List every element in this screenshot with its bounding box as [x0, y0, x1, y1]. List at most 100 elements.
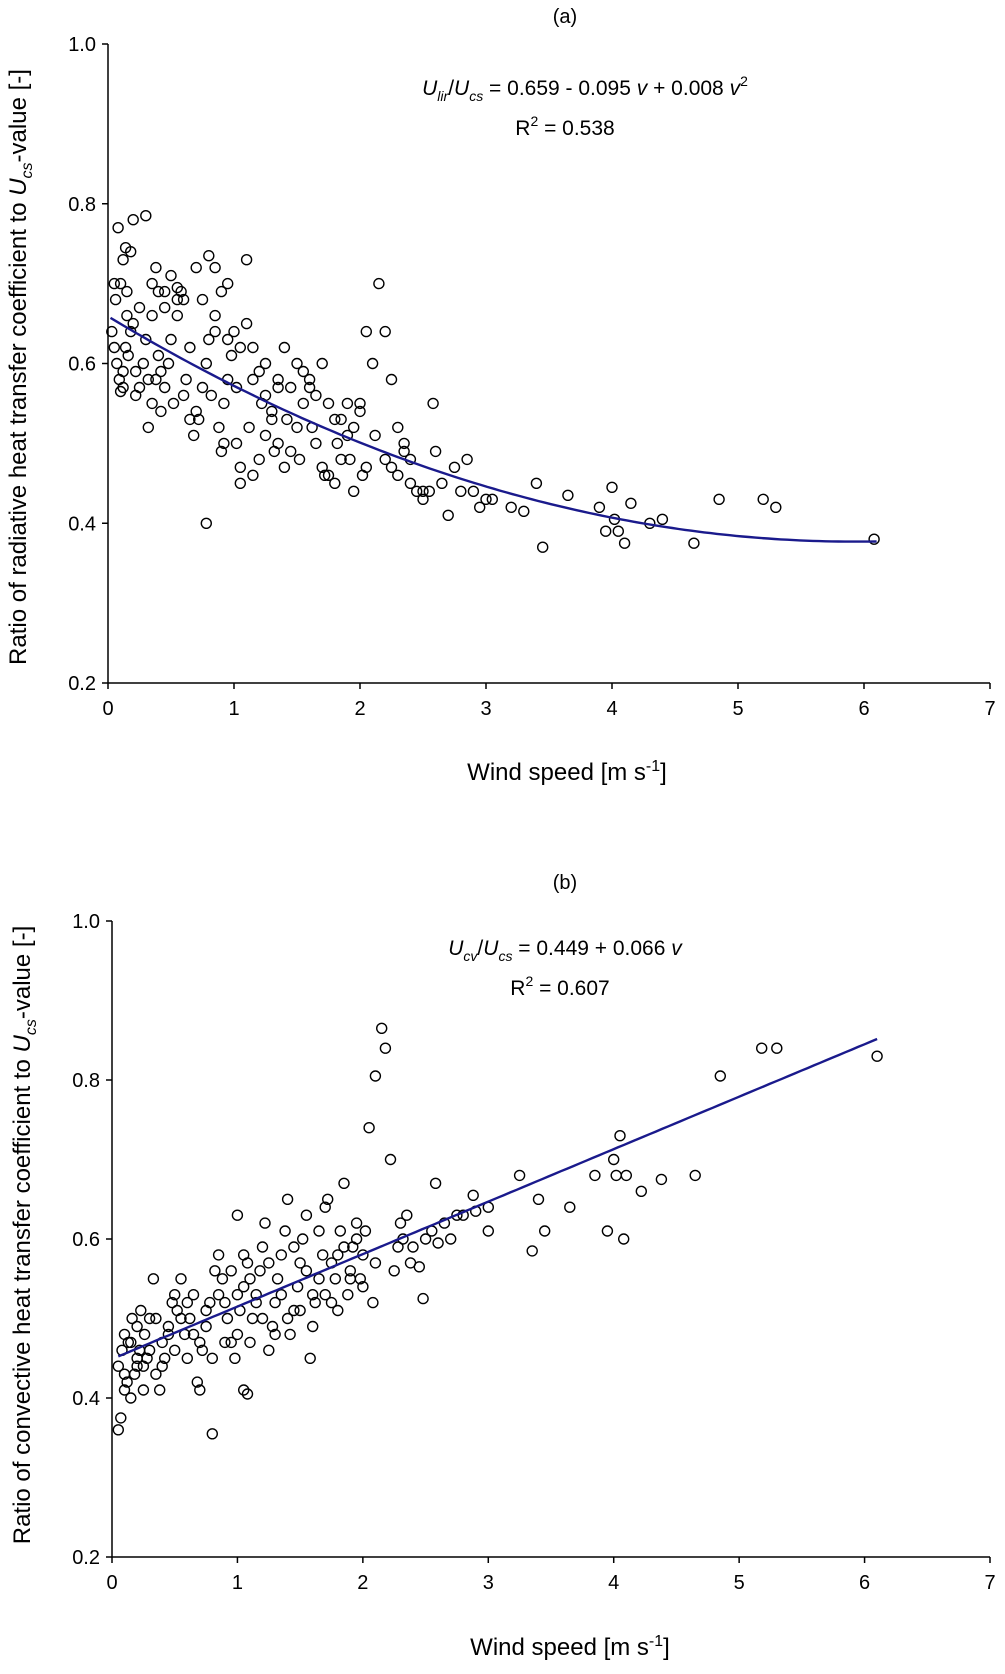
panel-b-data-point — [288, 1304, 300, 1317]
panel-a-data-point — [316, 461, 328, 473]
panel-a-y-tick-label: 0.6 — [68, 354, 96, 376]
panel-a-x-tick-label: 3 — [480, 698, 491, 720]
panel-a-y-tick-label: 0.8 — [68, 194, 96, 216]
panel-b-data-point — [344, 1273, 356, 1285]
panel-b-data-point — [269, 1328, 281, 1341]
panel-a-data-point — [253, 453, 265, 466]
panel-b-data-point — [756, 1042, 768, 1054]
panel-a-data-point — [436, 477, 448, 489]
panel-a-data-point — [369, 429, 381, 442]
panel-b-data-point — [279, 1225, 291, 1237]
panel-a-data-point — [146, 309, 158, 322]
panel-b-data-point — [338, 1241, 350, 1253]
panel-a-data-point — [429, 445, 442, 458]
panel-b-data-point — [334, 1225, 346, 1237]
panel-b-data-point — [175, 1273, 187, 1285]
panel-b-data-point — [281, 1193, 294, 1206]
panel-b-data-point — [121, 1376, 133, 1388]
panel-a-x-tick-label: 6 — [858, 698, 869, 720]
panel-a-data-point — [486, 493, 498, 505]
panel-a-data-point — [122, 349, 134, 362]
panel-b-data-point — [225, 1336, 237, 1349]
panel-b-data-point — [229, 1352, 241, 1365]
panel-a-data-point — [297, 365, 309, 378]
panel-b-data-point — [212, 1249, 225, 1261]
panel-b-data-point — [338, 1177, 350, 1190]
panel-a-data-point — [155, 365, 167, 378]
panel-a-data-point — [335, 453, 347, 466]
panel-a-data-point — [427, 397, 439, 410]
panel-b-data-point — [432, 1237, 444, 1249]
panel-b-data-point — [342, 1288, 354, 1301]
panel-b-data-point — [219, 1296, 231, 1309]
panel-b-data-point — [325, 1296, 338, 1309]
panel-b-x-tick-label: 1 — [232, 1572, 243, 1594]
panel-a-y-tick-label: 0.4 — [68, 513, 96, 535]
panel-a-data-point — [114, 277, 127, 290]
panel-a-data-point — [329, 477, 341, 489]
panel-a-data-point — [180, 373, 192, 386]
panel-b-data-point — [194, 1384, 206, 1396]
panel-b-data-point — [379, 1042, 392, 1054]
panel-a-data-point — [356, 469, 369, 481]
panel-b-data-point — [294, 1304, 306, 1317]
panel-a-data-point — [618, 537, 631, 549]
panel-a-data-point — [142, 421, 155, 434]
panel-b-data-point — [231, 1288, 244, 1301]
panel-a-data-point — [373, 277, 385, 290]
panel-a-data-point — [171, 293, 184, 306]
panel-a-data-point — [225, 349, 238, 362]
panel-a-data-point — [158, 301, 171, 314]
panel-b-data-point — [307, 1320, 319, 1333]
panel-b-data-point — [376, 1022, 388, 1035]
panel-a-data-point — [196, 293, 209, 306]
panel-b-x-tick-label: 5 — [734, 1572, 745, 1594]
panel-a-data-point — [200, 357, 213, 370]
panel-b-y-tick-label: 0.6 — [72, 1229, 100, 1251]
panel-b-data-point — [445, 1233, 457, 1245]
panel-b-data-point — [281, 1312, 294, 1325]
panel-b-data-point — [300, 1265, 313, 1277]
panel-a-data-point — [150, 261, 162, 274]
panel-a-data-point — [411, 485, 423, 497]
panel-a-data-point — [259, 357, 272, 370]
panel-a-data-point — [600, 525, 612, 537]
panel-a-data-point — [291, 357, 303, 370]
panel-a-x-tick-label: 1 — [228, 698, 239, 720]
panel-b-data-point — [610, 1169, 622, 1182]
panel-b-data-point — [369, 1257, 382, 1269]
panel-b-data-point — [231, 1209, 244, 1221]
panel-b-data-point — [191, 1376, 204, 1388]
panel-a-data-point — [322, 469, 335, 481]
panel-a-data-point — [127, 213, 139, 226]
panel-a-data-point — [319, 469, 331, 481]
panel-a-data-point — [140, 209, 152, 222]
panel-b-data-point — [407, 1241, 419, 1253]
panel-b-data-point — [332, 1249, 344, 1261]
panel-b-data-point — [309, 1296, 321, 1309]
panel-b-data-point — [221, 1312, 234, 1325]
panel-a-data-point — [106, 325, 118, 338]
panel-b-data-point — [166, 1296, 178, 1309]
panel-b-y-tick-label: 0.2 — [72, 1547, 100, 1569]
panel-a-data-point — [240, 254, 253, 266]
panel-b-data-point — [275, 1288, 287, 1301]
panel-a-data-point — [518, 505, 530, 517]
panel-a-data-point — [228, 325, 240, 338]
panel-b-data-point — [601, 1225, 614, 1237]
panel-b-x-tick-label: 0 — [106, 1572, 117, 1594]
panel-a-data-point — [190, 405, 202, 418]
panel-a-data-point — [187, 429, 200, 442]
panel-b-data-point — [112, 1360, 125, 1372]
panel-a-y-tick-label: 0.2 — [68, 673, 96, 695]
panel-a-data-point — [129, 389, 142, 402]
panel-b-data-point — [618, 1233, 630, 1245]
panel-b-data-point — [118, 1384, 131, 1396]
panel-b-data-point — [200, 1320, 212, 1333]
panel-b-data-point — [322, 1193, 334, 1206]
panel-b-data-point — [194, 1336, 206, 1349]
panel-a-data-point — [423, 485, 435, 497]
panel-a-data-point — [209, 325, 221, 338]
panel-b-data-point — [206, 1428, 219, 1440]
